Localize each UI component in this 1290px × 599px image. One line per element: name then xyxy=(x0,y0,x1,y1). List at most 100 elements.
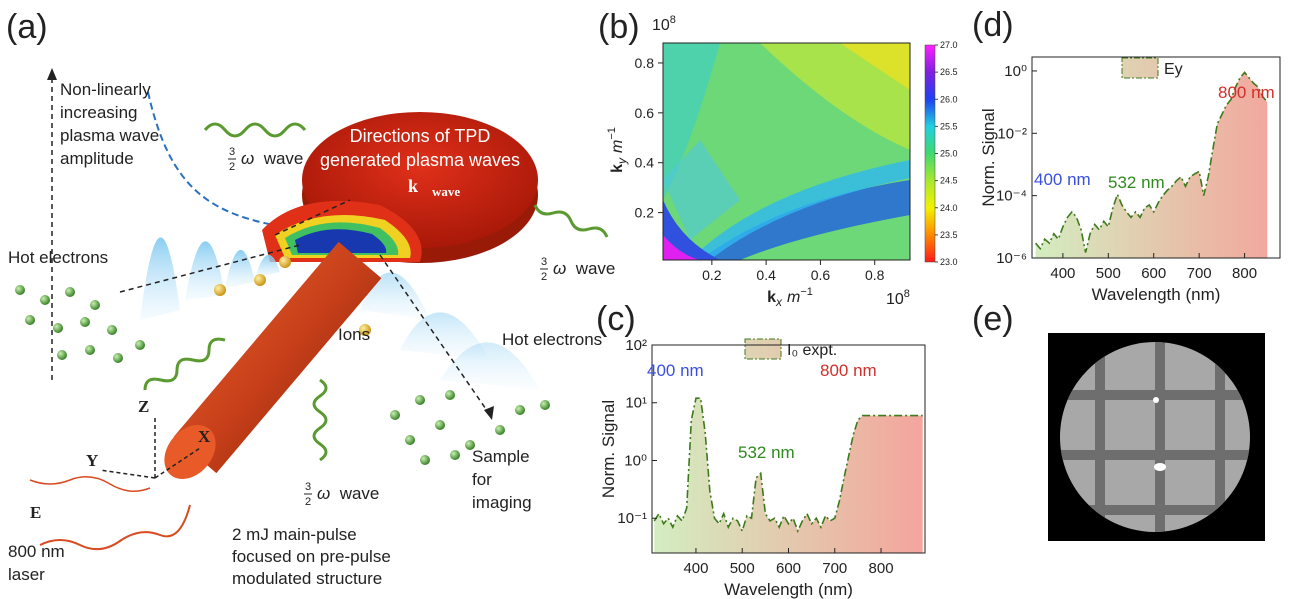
y-tick-label: 10¹ xyxy=(625,395,647,412)
x-tick-label: 600 xyxy=(1141,265,1166,282)
panel-label: (a) xyxy=(6,8,48,46)
area xyxy=(1035,72,1268,259)
line xyxy=(653,397,923,534)
pulse-label: 2 mJ main-pulse xyxy=(232,525,357,544)
wave-text: ω wave xyxy=(553,259,615,278)
x-tick-label: 0.2 xyxy=(702,267,722,283)
y-tick-label: 0.2 xyxy=(635,205,655,221)
tpd-label: generated plasma waves xyxy=(320,150,520,170)
base: 10 xyxy=(652,17,670,34)
multiplier: 108 xyxy=(886,288,910,308)
wave-symbol: ω xyxy=(553,259,566,278)
diagram-shapes xyxy=(15,68,609,551)
wave-den: 2 xyxy=(541,271,547,283)
x-tick-label: 500 xyxy=(730,560,755,577)
annotation: 400 nm xyxy=(1034,170,1091,189)
colorbar-label: 23.5 xyxy=(940,230,958,240)
sample-label: Sample xyxy=(472,447,530,466)
sup: −1 xyxy=(800,286,813,298)
legend-label: Ey xyxy=(1164,61,1183,78)
sup: −1 xyxy=(606,127,618,140)
x-tick-label: 800 xyxy=(869,560,894,577)
sample-label: for xyxy=(472,470,492,489)
legend-swatch xyxy=(1121,57,1159,79)
image-panel xyxy=(1048,333,1265,541)
amplitude-label: increasing xyxy=(60,103,138,122)
wave-num: 3 xyxy=(541,256,547,268)
x-tick-label: 0.6 xyxy=(811,267,831,283)
wave-word: wave xyxy=(263,149,304,168)
y-axis-label: Norm. Signal xyxy=(979,108,998,206)
heatmap-image xyxy=(663,43,910,260)
x-tick-label: 700 xyxy=(1187,265,1212,282)
x-tick-label: 0.8 xyxy=(865,267,885,283)
x-axis-label: Wavelength (nm) xyxy=(724,580,853,599)
pulse-label: modulated structure xyxy=(232,569,382,588)
axis-label: kx m−1 xyxy=(767,286,813,309)
x-tick-label: 700 xyxy=(822,560,847,577)
multiplier: 108 xyxy=(652,14,676,34)
ions: Ions xyxy=(338,325,370,344)
colorbar-label: 27.0 xyxy=(940,40,958,50)
y-tick-label: 10⁻⁶ xyxy=(996,250,1027,267)
annotation: 532 nm xyxy=(738,443,795,462)
axis-x: X⃗ xyxy=(198,427,224,446)
wave-den: 2 xyxy=(229,161,235,173)
tpd-label: Directions of TPD xyxy=(350,126,491,146)
x-tick-label: 400 xyxy=(1050,265,1075,282)
panel-label: (b) xyxy=(598,8,640,46)
unit: m xyxy=(609,140,626,153)
y-axis-label: Norm. Signal xyxy=(599,400,618,498)
annotation: 400 nm xyxy=(647,361,704,380)
base: 10 xyxy=(886,291,904,308)
line xyxy=(1034,71,1268,253)
axis-label: kym−1 xyxy=(606,127,629,173)
colorbar-label: 26.0 xyxy=(940,94,958,104)
x-tick-label: 0.4 xyxy=(756,267,776,283)
annotation: 800 nm xyxy=(820,361,877,380)
wave-word: wave xyxy=(339,484,380,503)
wave-num: 3 xyxy=(305,481,311,493)
colorbar-label: 25.0 xyxy=(940,149,958,159)
y-tick-label: 0.6 xyxy=(635,105,655,121)
panel-label: (d) xyxy=(972,6,1014,44)
plot-frame xyxy=(1031,56,1281,259)
colorbar-label: 24.5 xyxy=(940,176,958,186)
plot-frame xyxy=(662,42,911,261)
colorbar-label: 23.0 xyxy=(940,257,958,267)
y-tick-label: 10⁻² xyxy=(997,125,1027,142)
hot-electrons: Hot electrons xyxy=(8,248,108,267)
exp: 8 xyxy=(904,288,910,300)
pulse-label: focused on pre-pulse xyxy=(232,547,391,566)
legend-label: I₀ expt. xyxy=(787,342,837,359)
laser-label: laser xyxy=(8,565,45,584)
y-tick-label: 0.8 xyxy=(635,55,655,71)
panel-label: (e) xyxy=(972,300,1014,338)
panel-label: (c) xyxy=(596,300,636,338)
hot-electrons: Hot electrons xyxy=(502,330,602,349)
x-axis-label: Wavelength (nm) xyxy=(1092,285,1221,304)
y-tick-label: 10² xyxy=(625,337,647,354)
annotation: 800 nm xyxy=(1218,83,1275,102)
axis-y: Y⃗ xyxy=(86,451,112,470)
sample-label: imaging xyxy=(472,493,532,512)
y-tick-label: 10⁻⁴ xyxy=(996,188,1027,205)
colorbar-label: 25.5 xyxy=(940,121,958,131)
legend-swatch xyxy=(744,338,782,360)
wave-symbol: ω xyxy=(241,149,254,168)
wave-word: wave xyxy=(575,259,616,278)
y-tick-label: 10⁻¹ xyxy=(617,510,647,527)
unit: m xyxy=(787,289,800,306)
colorbar xyxy=(924,44,936,263)
colorbar-label: 24.0 xyxy=(940,203,958,213)
x-tick-label: 500 xyxy=(1096,265,1121,282)
x-tick-label: 800 xyxy=(1232,265,1257,282)
annotation: 532 nm xyxy=(1108,173,1165,192)
k: k xyxy=(767,289,776,306)
sub: y xyxy=(615,157,629,165)
y-tick-label: 0.4 xyxy=(635,155,655,171)
wave-text: ω wave xyxy=(241,149,303,168)
x-tick-label: 600 xyxy=(776,560,801,577)
